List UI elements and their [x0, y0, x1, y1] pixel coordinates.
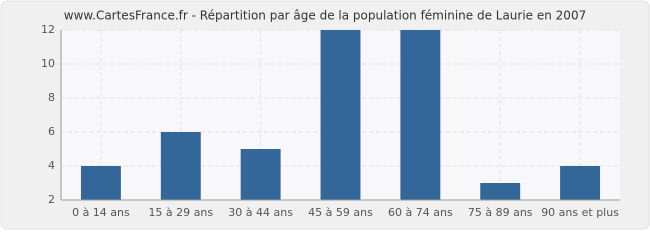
y-tick-label: 8	[48, 91, 55, 104]
y-tick-label: 12	[41, 23, 55, 36]
x-tick-label: 45 à 59 ans	[308, 206, 373, 219]
bar	[480, 183, 521, 200]
bar	[160, 132, 201, 200]
x-tick-label: 15 à 29 ans	[148, 206, 213, 219]
bar	[400, 30, 441, 200]
x-tick-label: 30 à 44 ans	[228, 206, 293, 219]
x-tick-label: 0 à 14 ans	[72, 206, 130, 219]
y-tick-label: 10	[41, 57, 55, 70]
y-tick-label: 6	[48, 125, 55, 138]
chart: www.CartesFrance.fr - Répartition par âg…	[0, 0, 650, 230]
chart-title: www.CartesFrance.fr - Répartition par âg…	[64, 9, 586, 23]
bar	[240, 149, 281, 200]
bar	[560, 166, 601, 200]
y-tick-label: 2	[48, 193, 55, 206]
x-tick-label: 75 à 89 ans	[468, 206, 533, 219]
bar	[320, 30, 361, 200]
x-tick-label: 90 ans et plus	[541, 206, 619, 219]
x-tick-label: 60 à 74 ans	[388, 206, 453, 219]
y-tick-label: 4	[48, 159, 55, 172]
bar	[80, 166, 121, 200]
